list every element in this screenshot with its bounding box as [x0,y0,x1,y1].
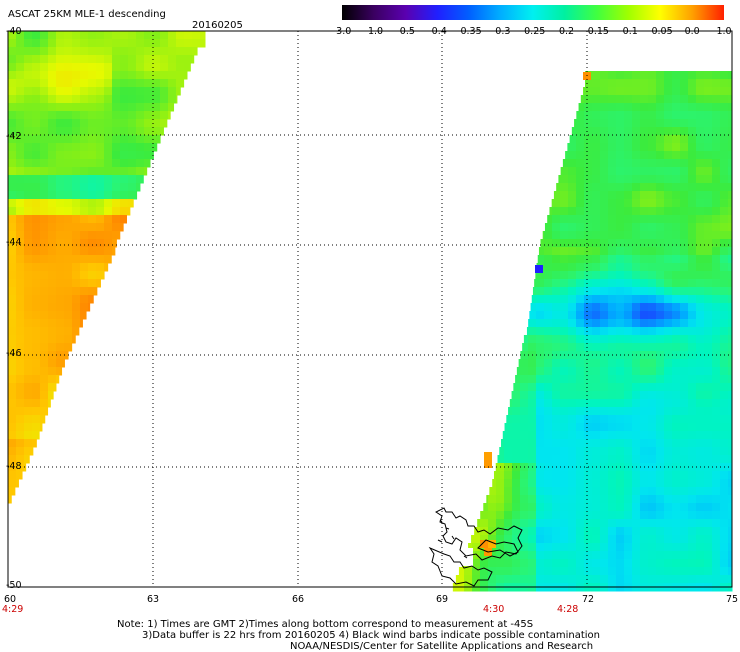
island-coastline [428,507,523,587]
swath-right [452,71,733,592]
lat-label: -46 [6,348,22,359]
note-line-1: Note: 1) Times are GMT 2)Times along bot… [117,619,534,630]
lon-label: 66 [292,594,305,605]
lon-label: 69 [436,594,449,605]
time-label: 4:30 [483,604,505,615]
note-line-3: NOAA/NESDIS/Center for Satellite Applica… [290,641,594,652]
lat-label: -50 [6,580,22,591]
lon-label: 63 [147,594,160,605]
lon-label: 60 [4,594,17,605]
lat-label: -48 [6,461,22,472]
lat-label: -42 [6,131,22,142]
time-label: 4:29 [2,604,24,615]
lat-label: -44 [6,237,22,248]
lon-label: 75 [726,594,739,605]
swath-left [8,31,206,504]
colorbar [342,5,724,20]
lat-label: -40 [6,26,22,37]
product-date: 20160205 [192,20,243,31]
lon-label: 72 [582,594,595,605]
product-title: ASCAT 25KM MLE-1 descending [8,9,166,20]
note-line-2: 3)Data buffer is 22 hrs from 20160205 4)… [142,630,600,641]
time-label: 4:28 [557,604,579,615]
map-frame [7,30,733,588]
